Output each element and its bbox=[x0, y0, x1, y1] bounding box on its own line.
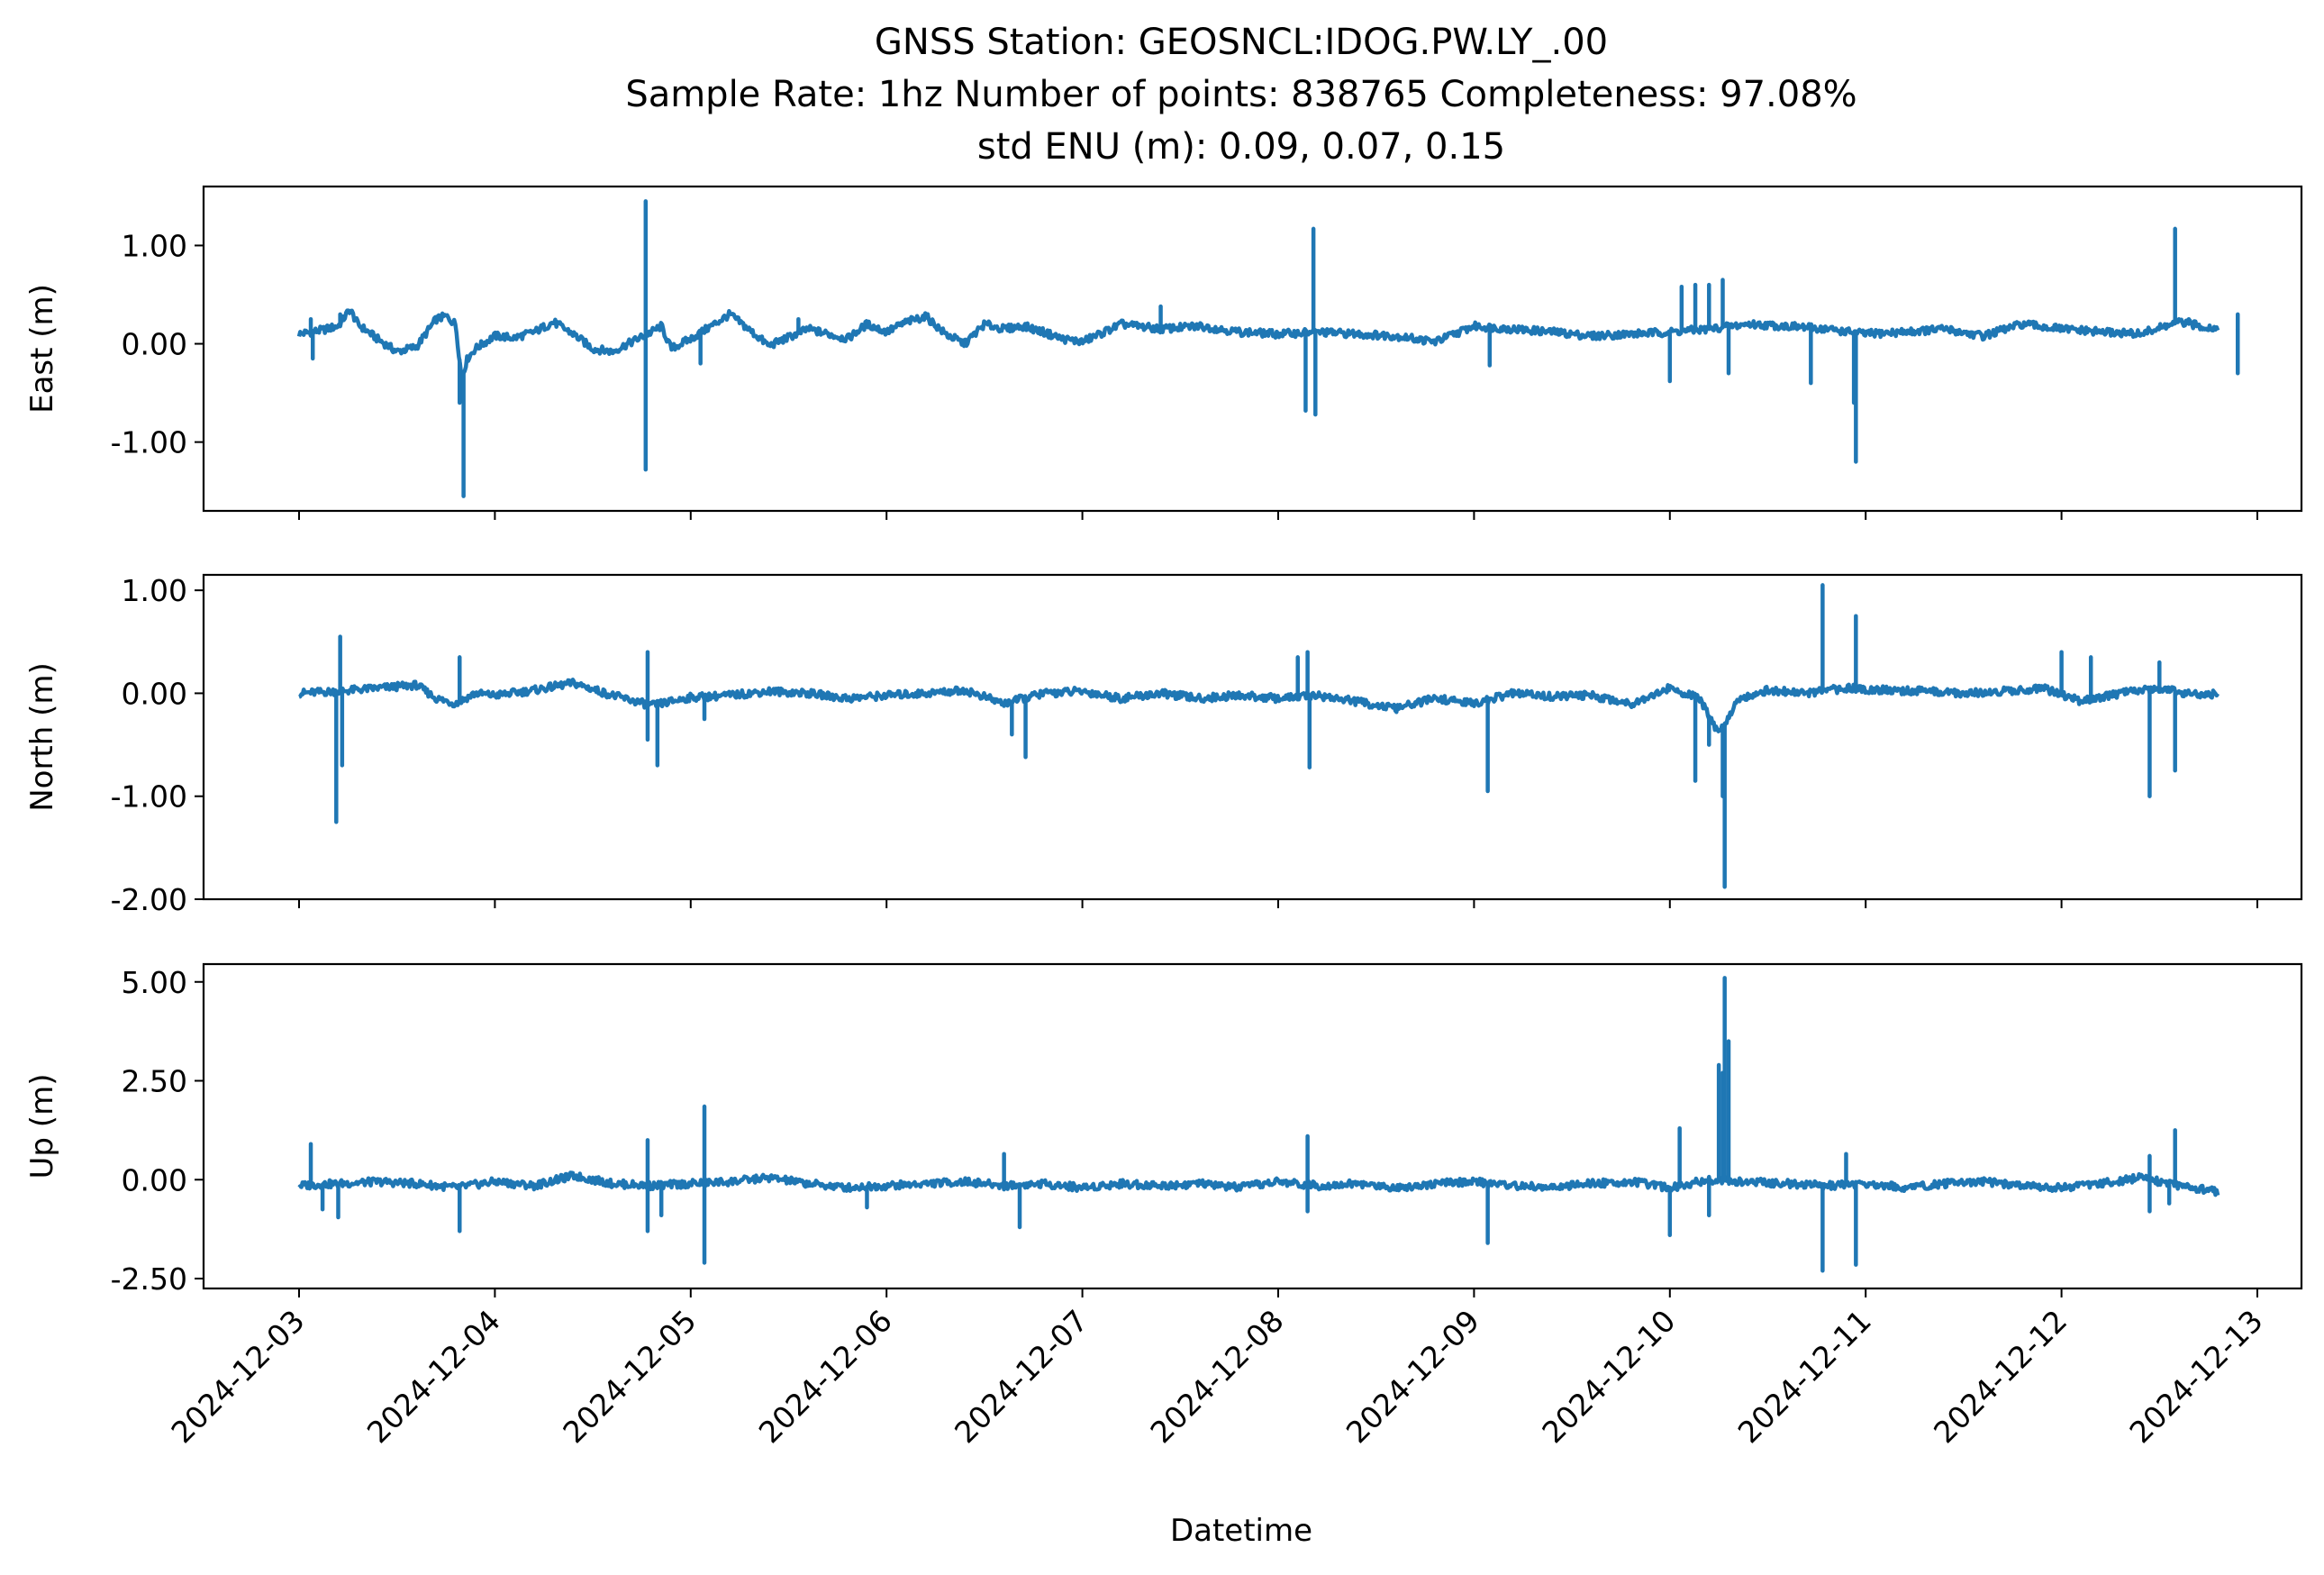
east-series-line bbox=[296, 308, 2220, 379]
east-panel: -1.00 0.00 1.00 East (m) bbox=[24, 185, 2303, 520]
north-y-tick-label: -1.00 bbox=[111, 779, 187, 815]
north-panel: -2.00 -1.00 0.00 1.00 North (m) bbox=[24, 573, 2303, 917]
north-y-tick-label: -2.00 bbox=[111, 882, 187, 917]
x-axis-label: Datetime bbox=[1170, 1513, 1312, 1549]
up-y-tick-label: 5.00 bbox=[122, 965, 187, 1000]
east-y-axis-label: East (m) bbox=[24, 284, 60, 414]
north-series-line bbox=[298, 678, 2220, 733]
figure-title: GNSS Station: GEOSNCL:IDOG.PW.LY_.00 Sam… bbox=[625, 22, 1856, 168]
title-line-3: std ENU (m): 0.09, 0.07, 0.15 bbox=[977, 126, 1505, 168]
title-line-1: GNSS Station: GEOSNCL:IDOG.PW.LY_.00 bbox=[875, 22, 1608, 63]
up-y-tick-label: 0.00 bbox=[122, 1162, 187, 1197]
north-y-axis-label: North (m) bbox=[24, 662, 60, 812]
title-line-2: Sample Rate: 1hz Number of points: 83876… bbox=[625, 74, 1856, 115]
east-y-tick-label: -1.00 bbox=[111, 425, 187, 460]
up-axes-frame bbox=[202, 962, 2303, 1290]
north-axes-frame bbox=[202, 573, 2303, 901]
east-axes-frame bbox=[202, 185, 2303, 513]
up-y-tick-label: 2.50 bbox=[122, 1064, 187, 1099]
north-y-tick-label: 0.00 bbox=[122, 676, 187, 711]
up-y-tick-label: -2.50 bbox=[111, 1261, 187, 1297]
up-series-line bbox=[297, 1170, 2220, 1197]
east-y-tick-label: 0.00 bbox=[122, 327, 187, 362]
east-y-tick-label: 1.00 bbox=[122, 228, 187, 263]
north-y-tick-label: 1.00 bbox=[122, 573, 187, 608]
up-y-axis-label: Up (m) bbox=[24, 1074, 60, 1179]
